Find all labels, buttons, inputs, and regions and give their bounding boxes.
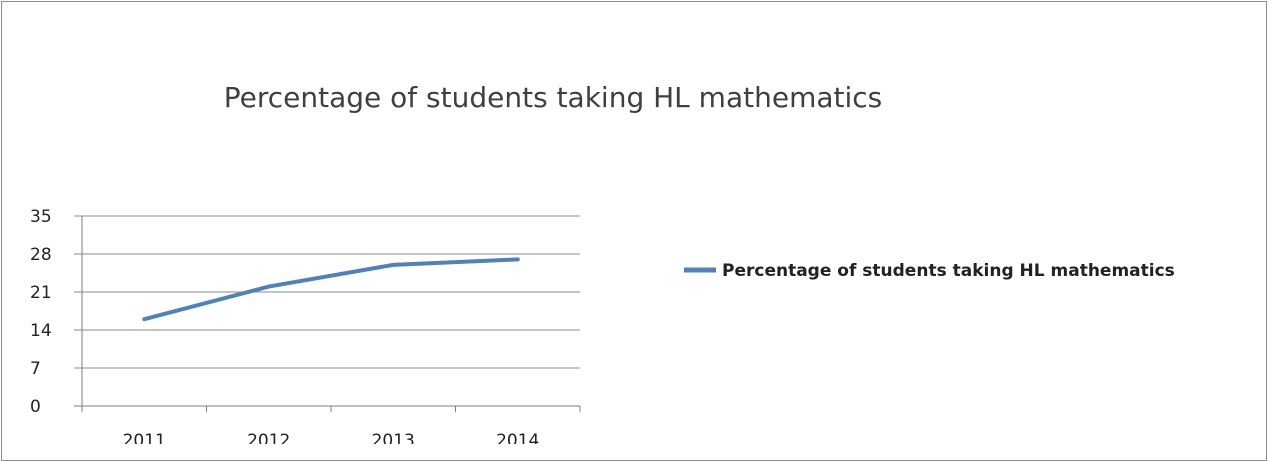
series-line [142,257,520,322]
x-axis: 2011 2012 2013 2014 [81,216,581,444]
gridlines [74,215,580,407]
y-tick-label: 14 [30,321,52,341]
x-tick-label: 2011 [123,431,166,444]
y-tick-label: 28 [30,245,52,265]
data-series [142,257,520,322]
y-tick-label: 21 [30,283,52,303]
chart-title: Percentage of students taking HL mathema… [224,81,883,114]
x-tick-label: 2014 [496,431,539,444]
y-axis-ticks: 35 28 21 14 7 0 [30,207,52,417]
legend-label: Percentage of students taking HL mathema… [722,261,1175,281]
line-chart: Percentage of students taking HL mathema… [30,81,1175,444]
y-tick-label: 0 [30,397,41,417]
legend: Percentage of students taking HL mathema… [684,261,1175,281]
x-tick-label: 2013 [372,431,415,444]
y-tick-label: 35 [30,207,52,227]
y-tick-label: 7 [30,359,41,379]
x-tick-label: 2012 [247,431,290,444]
